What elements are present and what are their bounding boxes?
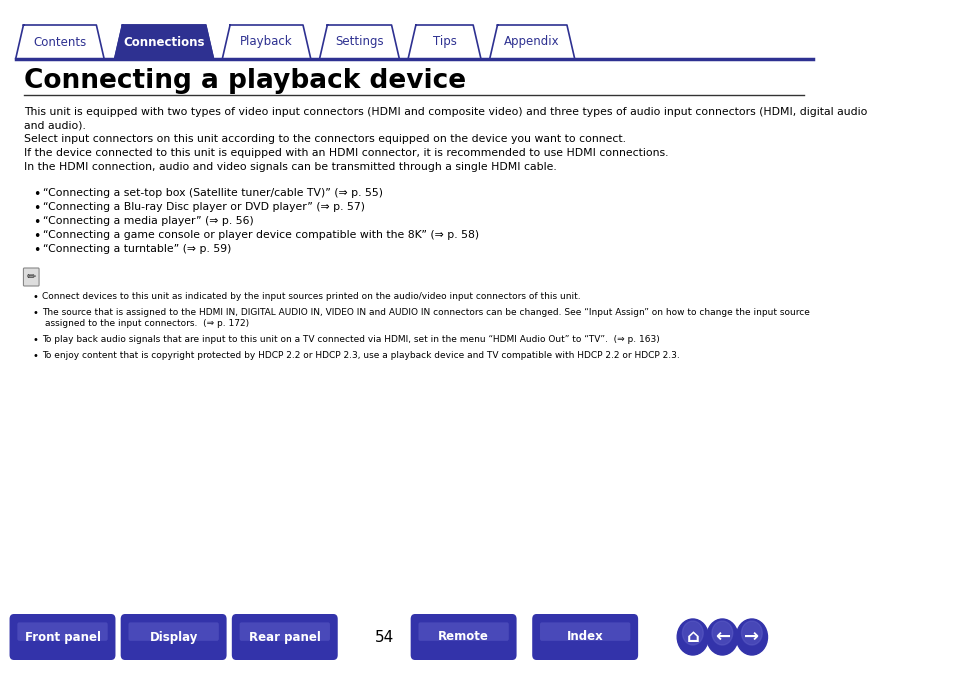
Text: This unit is equipped with two types of video input connectors (HDMI and composi: This unit is equipped with two types of … xyxy=(24,107,867,117)
Text: Front panel: Front panel xyxy=(25,631,100,643)
Polygon shape xyxy=(489,25,574,59)
FancyBboxPatch shape xyxy=(17,623,108,641)
Circle shape xyxy=(736,619,767,655)
Text: Playback: Playback xyxy=(240,36,293,48)
Text: •: • xyxy=(33,244,40,257)
Text: •: • xyxy=(33,202,40,215)
Text: In the HDMI connection, audio and video signals can be transmitted through a sin: In the HDMI connection, audio and video … xyxy=(24,162,557,172)
FancyBboxPatch shape xyxy=(418,623,508,641)
Text: •: • xyxy=(33,188,40,201)
FancyBboxPatch shape xyxy=(24,268,39,286)
Text: Rear panel: Rear panel xyxy=(249,631,320,643)
Polygon shape xyxy=(114,25,213,59)
Text: •: • xyxy=(33,216,40,229)
Text: Display: Display xyxy=(150,631,197,643)
Circle shape xyxy=(711,621,732,645)
Text: To play back audio signals that are input to this unit on a TV connected via HDM: To play back audio signals that are inpu… xyxy=(42,335,659,344)
FancyBboxPatch shape xyxy=(232,614,337,660)
Text: Connecting a playback device: Connecting a playback device xyxy=(24,68,466,94)
Text: Connect devices to this unit as indicated by the input sources printed on the au: Connect devices to this unit as indicate… xyxy=(42,292,579,301)
Text: •: • xyxy=(33,292,39,302)
FancyBboxPatch shape xyxy=(539,623,630,641)
Text: “Connecting a turntable” (⇒ p. 59): “Connecting a turntable” (⇒ p. 59) xyxy=(44,244,232,254)
Polygon shape xyxy=(222,25,311,59)
Text: ←: ← xyxy=(714,628,729,646)
Text: ✏: ✏ xyxy=(27,272,36,282)
Text: Index: Index xyxy=(566,631,603,643)
Text: Settings: Settings xyxy=(335,36,383,48)
Polygon shape xyxy=(15,25,104,59)
Circle shape xyxy=(677,619,708,655)
Text: 54: 54 xyxy=(375,629,394,645)
Text: assigned to the input connectors.  (⇒ p. 172): assigned to the input connectors. (⇒ p. … xyxy=(45,319,249,328)
Text: Remote: Remote xyxy=(437,631,489,643)
Text: To enjoy content that is copyright protected by HDCP 2.2 or HDCP 2.3, use a play: To enjoy content that is copyright prote… xyxy=(42,351,679,360)
Text: Contents: Contents xyxy=(33,36,87,48)
Text: If the device connected to this unit is equipped with an HDMI connector, it is r: If the device connected to this unit is … xyxy=(24,148,668,158)
FancyBboxPatch shape xyxy=(121,614,227,660)
Text: →: → xyxy=(743,628,759,646)
Text: Select input connectors on this unit according to the connectors equipped on the: Select input connectors on this unit acc… xyxy=(24,134,626,144)
Text: •: • xyxy=(33,308,39,318)
Text: and audio).: and audio). xyxy=(24,120,86,130)
Text: Connections: Connections xyxy=(123,36,205,48)
FancyBboxPatch shape xyxy=(10,614,115,660)
FancyBboxPatch shape xyxy=(239,623,330,641)
Text: ⌂: ⌂ xyxy=(685,628,699,646)
Text: •: • xyxy=(33,335,39,345)
Polygon shape xyxy=(319,25,399,59)
Text: “Connecting a media player” (⇒ p. 56): “Connecting a media player” (⇒ p. 56) xyxy=(44,216,253,226)
FancyBboxPatch shape xyxy=(129,623,218,641)
Circle shape xyxy=(681,621,702,645)
Text: Appendix: Appendix xyxy=(504,36,559,48)
Text: “Connecting a game console or player device compatible with the 8K” (⇒ p. 58): “Connecting a game console or player dev… xyxy=(44,230,479,240)
Text: “Connecting a set-top box (Satellite tuner/cable TV)” (⇒ p. 55): “Connecting a set-top box (Satellite tun… xyxy=(44,188,383,198)
Text: •: • xyxy=(33,230,40,243)
FancyBboxPatch shape xyxy=(532,614,638,660)
Circle shape xyxy=(706,619,738,655)
Text: Tips: Tips xyxy=(432,36,456,48)
Circle shape xyxy=(740,621,761,645)
FancyBboxPatch shape xyxy=(410,614,516,660)
Polygon shape xyxy=(408,25,480,59)
Text: “Connecting a Blu-ray Disc player or DVD player” (⇒ p. 57): “Connecting a Blu-ray Disc player or DVD… xyxy=(44,202,365,212)
Text: The source that is assigned to the HDMI IN, DIGITAL AUDIO IN, VIDEO IN and AUDIO: The source that is assigned to the HDMI … xyxy=(42,308,809,317)
Text: •: • xyxy=(33,351,39,361)
